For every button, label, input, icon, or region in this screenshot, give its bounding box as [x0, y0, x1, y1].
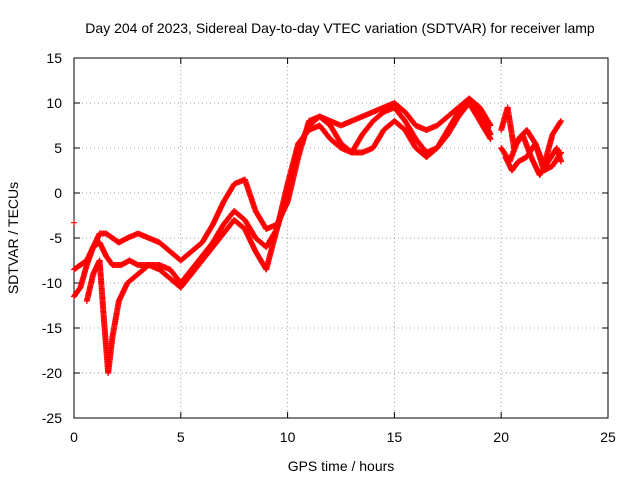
x-tick-label: 0 [70, 429, 78, 445]
y-tick-label: -25 [42, 410, 62, 426]
y-axis-label: SDTVAR / TECUs [5, 182, 21, 294]
y-tick-label: 10 [46, 95, 62, 111]
y-tick-label: -20 [42, 365, 62, 381]
x-tick-label: 25 [600, 429, 616, 445]
x-axis-label: GPS time / hours [288, 458, 395, 474]
x-tick-label: 15 [387, 429, 403, 445]
data-point-track-3 [486, 134, 493, 141]
data-point-track-3 [487, 136, 494, 142]
chart-title: Day 204 of 2023, Sidereal Day-to-day VTE… [85, 20, 595, 36]
data-point-track-6 [558, 118, 565, 124]
data-point-track-6 [557, 119, 564, 126]
data-marks [71, 95, 565, 376]
axis-ticks: 0 5 10 15 20 25 -25 -20 -15 -10 -5 0 5 10 15 [42, 50, 616, 445]
y-tick-label: -5 [50, 230, 63, 246]
x-tick-label: 10 [280, 429, 296, 445]
data-point-track-5 [558, 158, 565, 165]
data-point-isolated [71, 219, 77, 226]
x-tick-label: 20 [493, 429, 509, 445]
y-tick-label: -15 [42, 320, 62, 336]
y-tick-label: 5 [54, 140, 62, 156]
y-tick-label: -10 [42, 275, 62, 291]
y-tick-label: 15 [46, 50, 62, 66]
y-tick-label: 0 [54, 185, 62, 201]
x-tick-label: 5 [177, 429, 185, 445]
